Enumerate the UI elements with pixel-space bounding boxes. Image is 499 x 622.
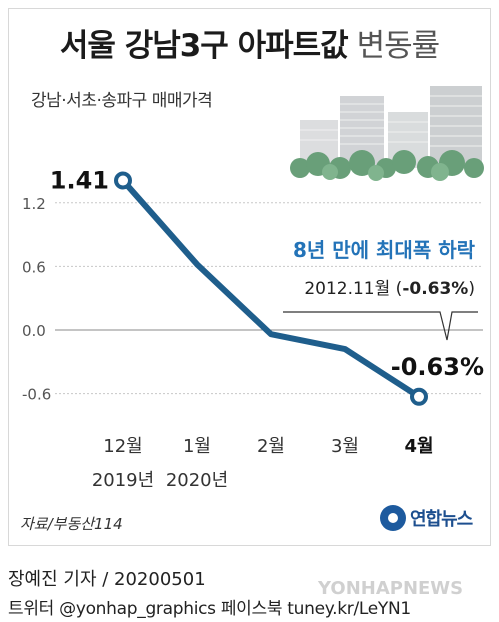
series-points bbox=[114, 171, 428, 406]
annotation-pointer bbox=[283, 311, 478, 341]
series-line bbox=[120, 177, 422, 400]
x-tick-year: 2020년 bbox=[166, 470, 228, 491]
y-tick-label: 0.6 bbox=[22, 258, 46, 276]
x-tick-label: 4월 bbox=[404, 436, 433, 457]
y-tick-label: 1.2 bbox=[22, 195, 46, 213]
first-value-label: 1.41 bbox=[50, 167, 109, 195]
byline: 장예진 기자 / 20200501 bbox=[8, 569, 206, 590]
source-note: 자료/부동산114 bbox=[20, 515, 123, 533]
title-light: 변동률 bbox=[356, 28, 441, 64]
series-line-path bbox=[120, 177, 422, 400]
watermark: YONHAPNEWS bbox=[318, 578, 464, 599]
x-axis-ticks: 12월 2019년 1월 2020년 2월 3월 4월 bbox=[92, 436, 434, 491]
title-strong: 서울 강남3구 아파트값 bbox=[59, 28, 349, 64]
yonhap-logo: 연합뉴스 bbox=[380, 505, 473, 531]
annotation-headline: 8년 만에 최대폭 하락 bbox=[293, 238, 476, 262]
chart-subtitle: 강남·서초·송파구 매매가격 bbox=[31, 91, 213, 111]
chart-title: 서울 강남3구 아파트값 변동률 bbox=[0, 20, 499, 65]
data-point bbox=[410, 387, 428, 406]
chart-panel bbox=[8, 8, 491, 546]
y-tick-label: 0.0 bbox=[22, 322, 46, 340]
annotation-detail: 2012.11월 (-0.63%) bbox=[304, 279, 475, 299]
x-tick-label: 2월 bbox=[257, 436, 285, 457]
x-tick-label: 1월 bbox=[183, 436, 211, 457]
x-tick-year: 2019년 bbox=[92, 470, 154, 491]
logo-text: 연합뉴스 bbox=[410, 509, 473, 530]
apartment-illustration bbox=[290, 86, 484, 181]
x-tick-label: 12월 bbox=[103, 436, 142, 457]
y-tick-label: -0.6 bbox=[22, 386, 51, 404]
x-tick-label: 3월 bbox=[331, 436, 359, 457]
data-labels: 1.41 -0.63% bbox=[50, 167, 484, 381]
social-links: 트위터 @yonhap_graphics 페이스북 tuney.kr/LeYN1 bbox=[8, 599, 411, 619]
annotation-callout: 8년 만에 최대폭 하락 2012.11월 (-0.63%) bbox=[283, 238, 478, 341]
data-point bbox=[114, 171, 132, 190]
last-value-label: -0.63% bbox=[391, 353, 484, 381]
y-axis-ticks: 1.2 0.6 0.0 -0.6 bbox=[22, 195, 51, 404]
yonhap-logo-icon bbox=[380, 505, 406, 531]
